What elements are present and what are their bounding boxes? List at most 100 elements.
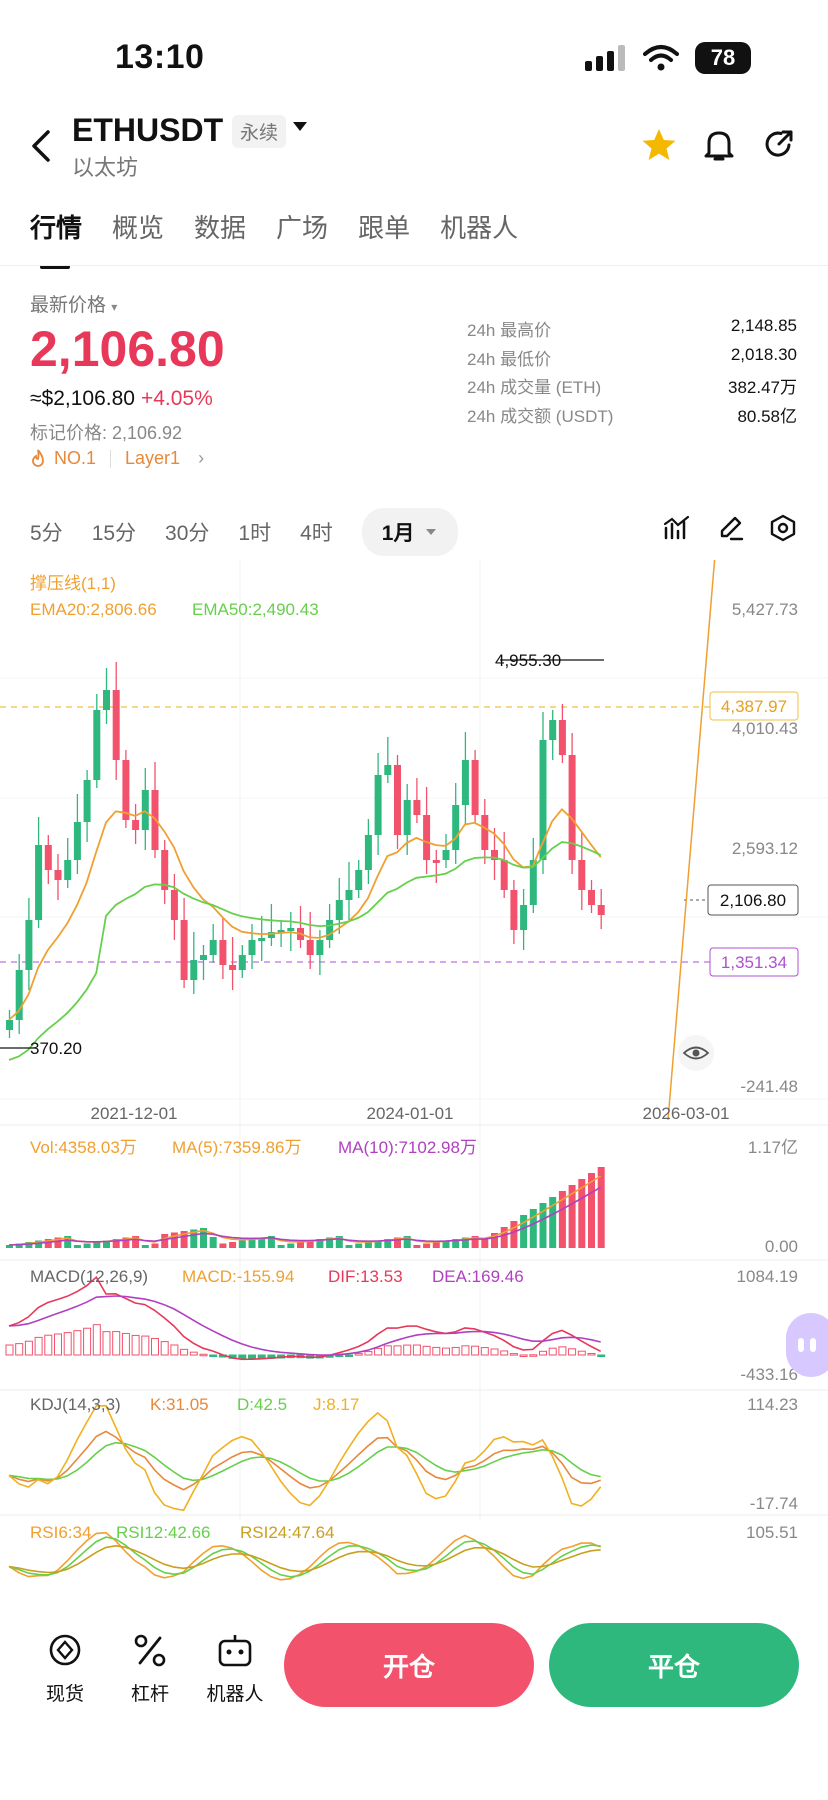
macd-bar <box>121 1332 130 1356</box>
status-time: 13:10 <box>115 38 205 76</box>
volume-bar <box>520 1215 528 1248</box>
volume-bar <box>151 1243 159 1248</box>
volume-bar <box>44 1239 52 1248</box>
candle-body <box>452 805 460 850</box>
tab-data[interactable]: 数据 <box>194 213 247 243</box>
macd-bar <box>519 1354 528 1357</box>
volume-bar <box>461 1237 469 1248</box>
draw-pencil-icon[interactable] <box>717 514 745 542</box>
candle-body <box>326 920 334 940</box>
interval-1h[interactable]: 1时 <box>238 522 272 545</box>
candle-body <box>597 905 605 915</box>
macd-bar <box>54 1333 62 1356</box>
floating-assistant-button[interactable] <box>786 1313 828 1377</box>
macd-bar <box>509 1353 518 1356</box>
kdj-d-line <box>8 1441 601 1482</box>
low-marker: 370.20 <box>30 1039 82 1058</box>
stat-label: 24h 最高价 <box>467 321 552 340</box>
eye-icon[interactable] <box>678 1035 714 1071</box>
latest-price-label[interactable]: 最新价格 ▾ <box>30 295 118 316</box>
symbol-dropdown-icon[interactable] <box>293 122 307 131</box>
volume-bar <box>267 1236 275 1248</box>
macd-bar <box>83 1327 92 1356</box>
chart-grid <box>0 560 828 1520</box>
macd-bar <box>92 1324 101 1356</box>
kdj-title: KDJ(14,3,3) <box>30 1395 121 1414</box>
leverage-icon <box>134 1634 166 1667</box>
y-tick: 2,593.12 <box>732 839 798 858</box>
y-tick: 5,427.73 <box>732 600 798 619</box>
bot-button[interactable]: 机器人 <box>195 1633 275 1706</box>
y-tick: -241.48 <box>740 1077 798 1096</box>
tab-copy-trade[interactable]: 跟单 <box>358 213 411 243</box>
volume-bar <box>83 1243 91 1248</box>
indicator-icon[interactable] <box>663 514 691 542</box>
volume-bar <box>413 1245 421 1248</box>
volume-bar <box>326 1237 334 1248</box>
macd-bar <box>248 1354 256 1360</box>
resistance-tag <box>709 691 799 721</box>
interval-15m[interactable]: 15分 <box>91 522 137 545</box>
x-tick: 2026-03-01 <box>643 1104 730 1123</box>
current-price-tag <box>707 884 799 916</box>
status-icons: 78 <box>585 40 751 76</box>
spot-button[interactable]: 现货 <box>25 1633 105 1706</box>
share-icon[interactable] <box>763 128 795 160</box>
macd-title: MACD(12,26,9) <box>30 1267 148 1286</box>
x-tick: 2024-01-01 <box>367 1104 454 1123</box>
volume-bar <box>287 1243 295 1248</box>
volume-bar <box>93 1242 101 1248</box>
candle-body <box>15 970 23 1020</box>
volume-bar <box>258 1237 266 1248</box>
ema50-line <box>8 841 602 1061</box>
interval-30m[interactable]: 30分 <box>165 522 210 545</box>
macd-bar <box>63 1332 72 1356</box>
settings-hex-icon[interactable] <box>769 514 797 542</box>
spot-label: 现货 <box>45 1684 84 1705</box>
candle-body <box>200 955 207 960</box>
back-arrow-icon[interactable] <box>28 128 52 164</box>
macd-bar <box>577 1350 586 1356</box>
macd-bar <box>5 1344 14 1356</box>
candle-body <box>413 800 421 815</box>
tag-row[interactable]: NO.1 Layer1 › <box>30 448 204 469</box>
macd-bar <box>500 1350 509 1356</box>
volume-bar <box>578 1179 586 1248</box>
volume-bar <box>6 1245 13 1248</box>
candle-body <box>219 940 227 965</box>
open-position-button[interactable]: 开仓 <box>284 1623 534 1707</box>
tab-square[interactable]: 广场 <box>276 213 329 243</box>
leverage-button[interactable]: 杠杆 <box>110 1633 190 1706</box>
rsi-max: 105.51 <box>746 1523 798 1542</box>
volume-bar <box>471 1236 479 1248</box>
macd-max: 1084.19 <box>737 1267 798 1286</box>
stat-value: 2,018.30 <box>730 344 797 364</box>
macd-bar <box>587 1352 596 1356</box>
macd-bar <box>345 1354 353 1357</box>
volume-bar <box>316 1239 324 1248</box>
vol-max: 1.17亿 <box>748 1138 798 1157</box>
symbol-title[interactable]: ETHUSDT <box>72 112 224 148</box>
volume-bar <box>219 1243 227 1248</box>
close-position-button[interactable]: 平仓 <box>549 1623 799 1707</box>
macd-bar <box>568 1348 577 1356</box>
tab-divider <box>0 265 828 266</box>
tab-overview[interactable]: 概览 <box>112 213 165 243</box>
volume-bar <box>423 1243 431 1248</box>
volume-bar <box>64 1236 72 1248</box>
interval-1mo[interactable]: 1月 <box>361 508 459 556</box>
macd-bar <box>102 1331 111 1356</box>
candle-body <box>267 932 275 938</box>
favorite-star-icon[interactable] <box>641 128 677 162</box>
candle-body <box>229 965 237 970</box>
interval-4h[interactable]: 4时 <box>300 522 333 545</box>
tab-bot[interactable]: 机器人 <box>440 213 519 243</box>
interval-5m[interactable]: 5分 <box>30 522 63 545</box>
candle-body <box>6 1020 13 1030</box>
volume-bar <box>112 1239 120 1248</box>
volume-bar <box>335 1236 343 1248</box>
tab-market[interactable]: 行情 <box>30 208 82 269</box>
bell-icon[interactable] <box>703 128 735 162</box>
price-chart[interactable]: 撑压线(1,1) EMA20:2,806.66 EMA50:2,490.43 5… <box>0 560 828 1600</box>
volume-bar <box>180 1231 188 1248</box>
